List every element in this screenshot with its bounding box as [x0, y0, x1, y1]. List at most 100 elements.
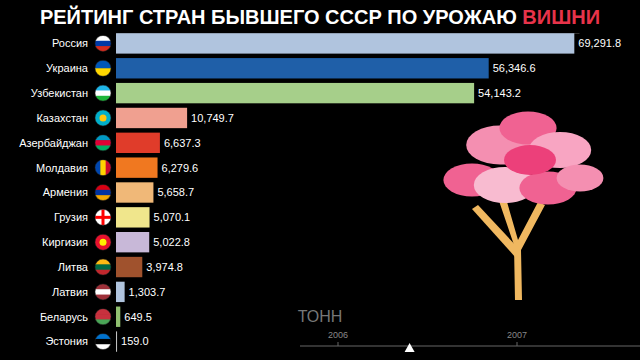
category-label: Россия — [52, 37, 88, 49]
timeline-line — [300, 346, 640, 347]
tree-icon — [443, 112, 603, 301]
flag-emblem — [100, 239, 107, 246]
data-label: 54,143.2 — [478, 87, 521, 99]
data-label: 5,070.1 — [154, 211, 191, 223]
bar — [116, 58, 489, 78]
category-label: Украина — [46, 62, 89, 74]
category-label: Латвия — [52, 286, 88, 298]
bar — [116, 108, 187, 128]
category-label: Узбекистан — [31, 87, 88, 99]
flag-border — [95, 259, 111, 275]
flag-border — [95, 284, 111, 300]
y-tick-labels: РоссияУкраинаУзбекистанКазахстанАзербайд… — [19, 37, 89, 347]
flag-cross — [95, 216, 111, 219]
flag-stripe — [95, 259, 111, 265]
flag-stripe — [95, 334, 111, 340]
flag — [95, 209, 111, 226]
timeline-tick — [338, 342, 339, 346]
flag — [95, 259, 111, 276]
data-label: 5,022.8 — [153, 236, 190, 248]
data-label: 5,658.7 — [157, 186, 194, 198]
flag-stripe — [95, 135, 111, 141]
flag — [95, 135, 111, 151]
flag-border — [95, 234, 111, 250]
flag-stripe — [95, 41, 111, 47]
bar — [116, 33, 574, 53]
flag — [95, 185, 111, 202]
data-label: 6,279.6 — [162, 162, 199, 174]
timeline-marker — [405, 343, 415, 352]
flag-stripe — [95, 85, 111, 91]
data-label: 649.5 — [124, 311, 152, 323]
flag-stripe — [100, 160, 106, 176]
flag — [95, 234, 111, 251]
title: РЕЙТИНГ СТРАН БЫВШЕГО СССР ПО УРОЖАЮ ВИШ… — [40, 5, 600, 28]
data-label: 10,749.7 — [191, 112, 234, 124]
tree-leaves — [557, 165, 604, 192]
timeline-label: 2006 — [328, 330, 348, 340]
flag-border — [95, 209, 111, 225]
data-label: 159.0 — [121, 335, 149, 347]
flag-stripe — [95, 234, 111, 251]
flag-stripe — [95, 284, 111, 290]
flag — [95, 309, 111, 326]
flag-stripe — [95, 110, 111, 127]
flag-border — [95, 85, 111, 101]
data-labels: 69,291.8 56,346.6 54,143.2 10,749.7 6,637.3 6… — [121, 37, 621, 347]
category-label: Молдавия — [36, 162, 88, 174]
bar — [116, 282, 125, 302]
flag-stripe — [95, 314, 111, 320]
flag-stripe — [95, 309, 111, 315]
flag-stripe — [95, 190, 111, 196]
flag-stripe — [95, 264, 111, 270]
flag-stripe — [95, 35, 111, 41]
bar — [116, 232, 149, 252]
flag-border — [95, 35, 111, 51]
flag — [95, 160, 112, 176]
flags — [95, 35, 112, 350]
category-label: Грузия — [54, 211, 88, 223]
bar — [116, 331, 117, 351]
timeline-label: 2007 — [507, 330, 527, 340]
flag-stripe — [95, 160, 101, 176]
chart: РЕЙТИНГ СТРАН БЫВШЕГО СССР ПО УРОЖАЮ ВИШ… — [0, 0, 640, 360]
category-label: Киргизия — [42, 236, 88, 248]
bar — [116, 182, 153, 202]
flag-border — [95, 309, 111, 325]
flag-border — [95, 185, 111, 201]
bar — [116, 207, 150, 227]
tree-branch — [472, 205, 520, 258]
flag-stripe — [95, 289, 111, 295]
data-label: 69,291.8 — [578, 37, 621, 49]
flag-stripe — [95, 90, 111, 96]
flag-emblem — [100, 114, 107, 121]
category-label: Литва — [58, 261, 89, 273]
bar — [116, 83, 474, 103]
flag — [95, 85, 111, 102]
bar — [116, 307, 120, 327]
x-axis-title: ТОНН — [298, 308, 343, 325]
flag — [95, 284, 111, 301]
flag-stripe — [95, 185, 111, 191]
flag — [95, 334, 111, 351]
flag-border — [95, 60, 111, 76]
flag-stripe — [95, 68, 111, 77]
timeline-tick — [517, 342, 518, 346]
category-label: Беларусь — [40, 311, 88, 323]
flag — [95, 60, 111, 77]
data-label: 3,974.8 — [146, 261, 183, 273]
timeline: 2006 2007 — [300, 330, 640, 352]
flag-stripe — [95, 140, 111, 146]
tree-leaves — [504, 145, 556, 175]
bar — [116, 157, 158, 177]
flag-border — [95, 334, 111, 350]
flag-border — [95, 160, 111, 176]
flag — [95, 35, 111, 52]
bar — [116, 133, 160, 153]
flag-stripe — [95, 209, 111, 226]
bar — [116, 257, 142, 277]
data-label: 56,346.6 — [493, 62, 536, 74]
data-label: 6,637.3 — [164, 137, 201, 149]
category-label: Казахстан — [36, 112, 88, 124]
flag-stripe — [95, 339, 111, 345]
